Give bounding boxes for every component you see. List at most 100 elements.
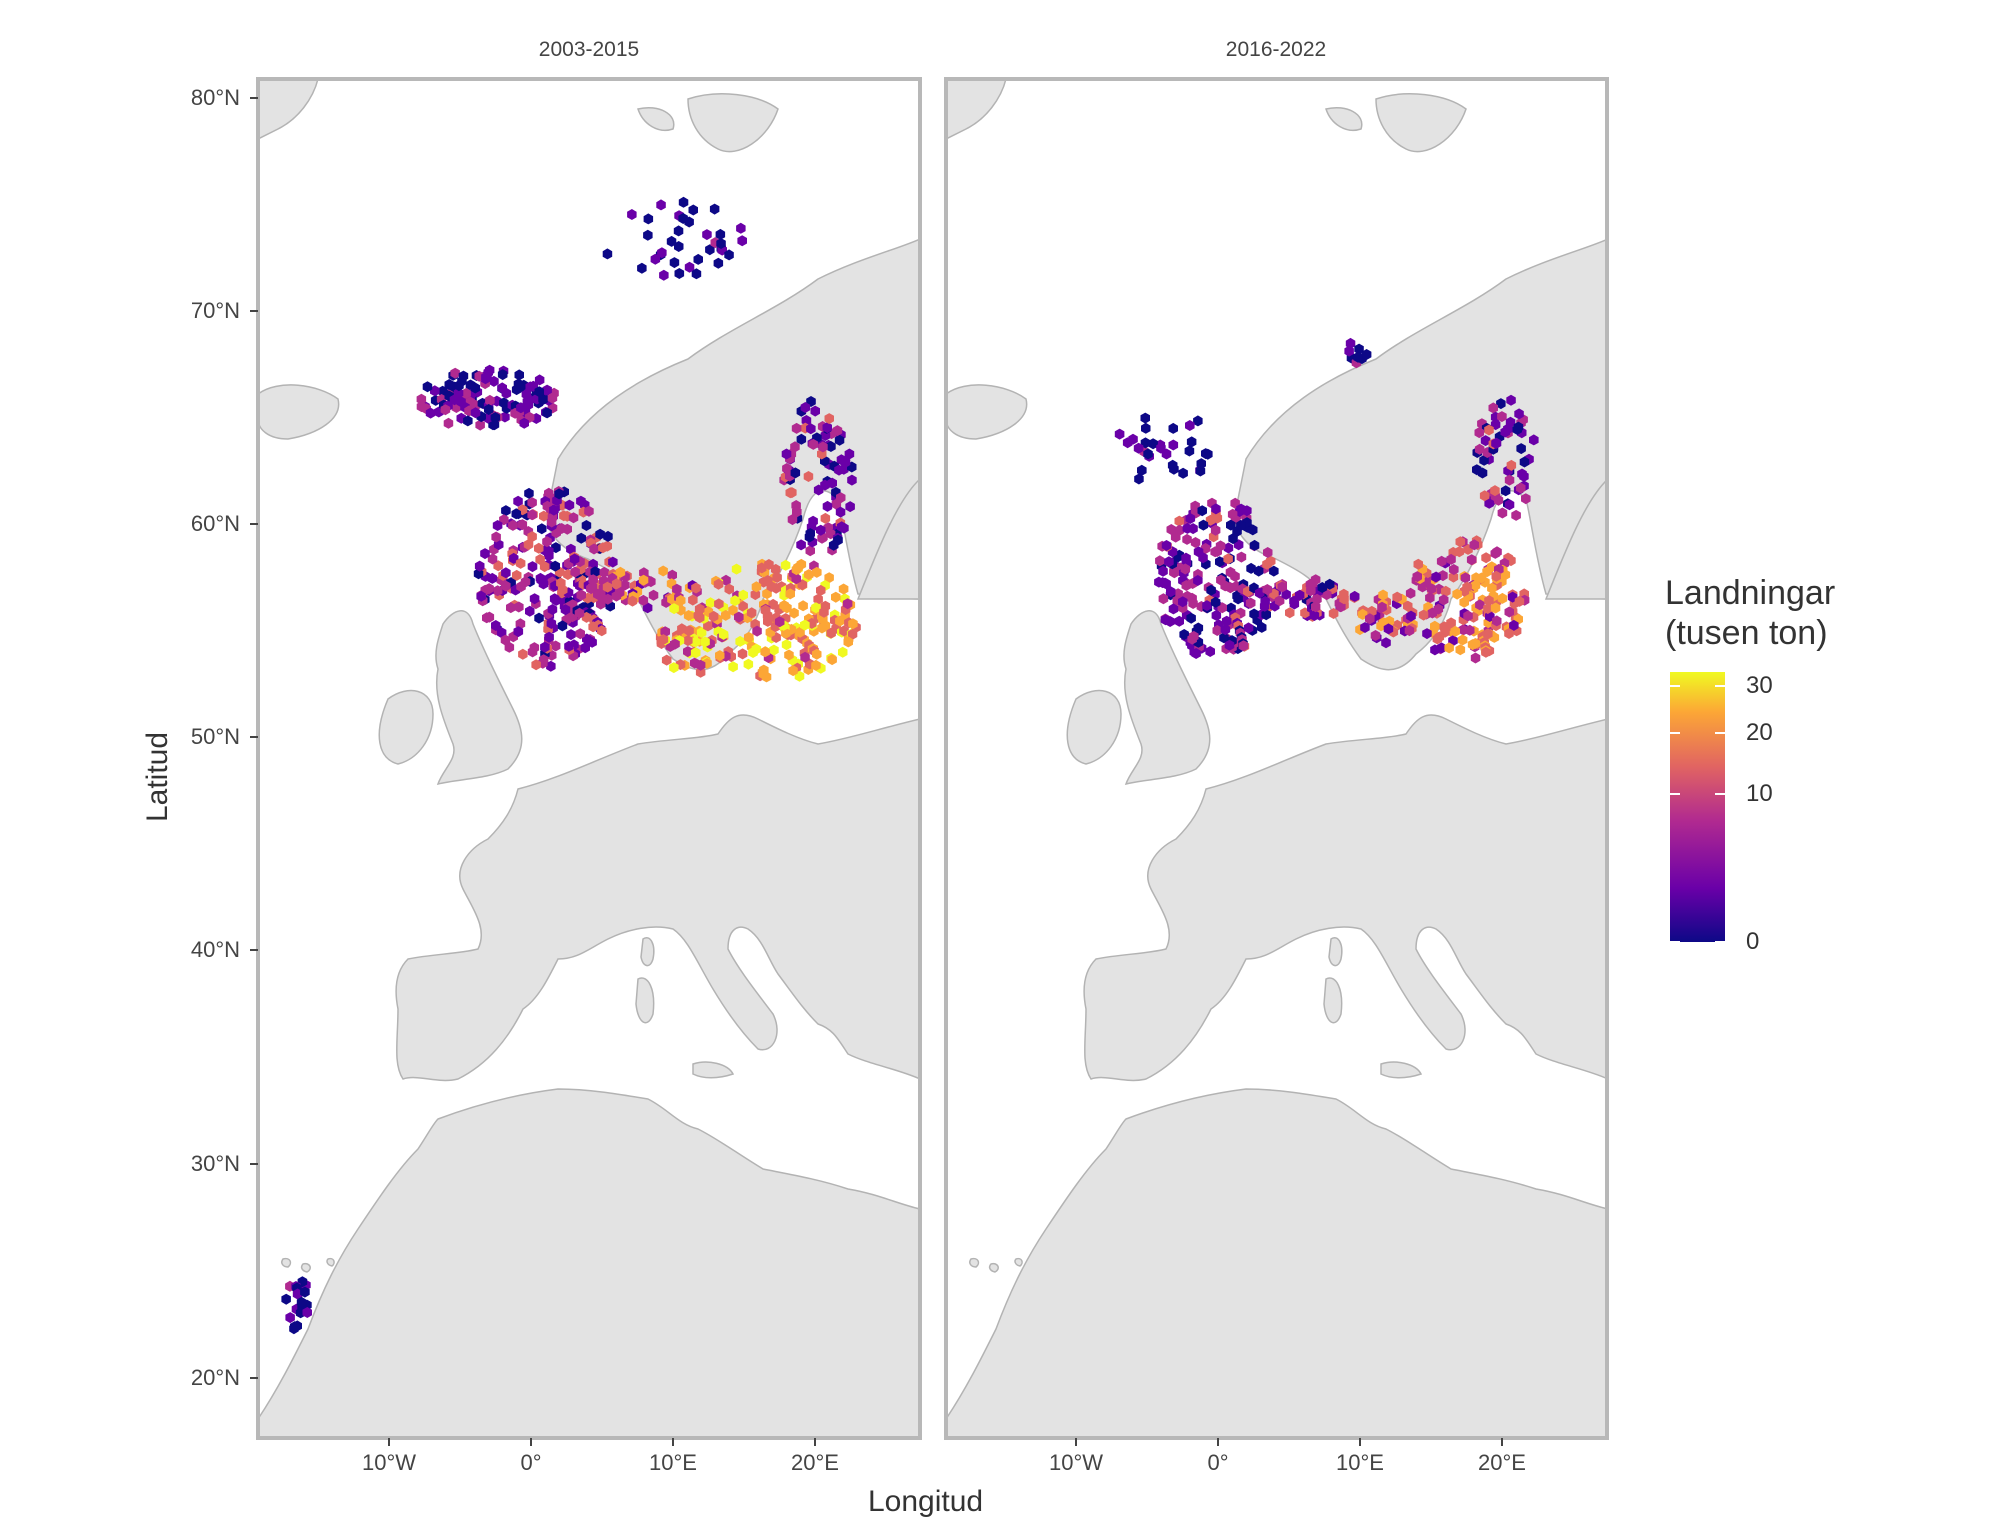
y-tick-label: 60°N xyxy=(190,511,240,536)
right-hex-cell xyxy=(1197,505,1207,517)
right-hex-cell xyxy=(1514,595,1525,607)
left-hex-cell xyxy=(800,651,810,663)
left-hex-cell xyxy=(563,569,573,580)
left-hex-cell xyxy=(683,610,694,621)
right-hex-cell xyxy=(1455,644,1466,656)
right-hex-cell xyxy=(1134,473,1144,485)
left-hex-cell xyxy=(637,262,647,274)
right-hex-cell xyxy=(1289,598,1300,610)
right-hex-cell xyxy=(1465,624,1475,636)
right-hex-cell xyxy=(1432,633,1443,645)
right-hex-cell xyxy=(1223,553,1233,565)
left-hex-cell xyxy=(669,257,680,269)
right-hex-cell xyxy=(1481,552,1491,564)
left-hex-cell xyxy=(808,438,819,450)
left-hex-cell xyxy=(513,626,524,638)
left-hex-cell xyxy=(281,1293,291,1305)
left-hex-cell xyxy=(643,213,654,225)
left-hex-cell xyxy=(550,640,561,652)
left-hex-cell xyxy=(453,387,464,399)
left-hex-cell xyxy=(714,598,724,610)
right-hex-cell xyxy=(1257,621,1267,633)
right-hex-cell xyxy=(1190,537,1201,548)
left-hex-cell xyxy=(831,591,841,603)
left-hex-cell xyxy=(718,628,729,640)
panel-right-frame xyxy=(944,77,1609,1440)
left-hex-cell xyxy=(443,417,454,429)
panel-right xyxy=(944,77,1609,1440)
left-hex-cell xyxy=(728,604,738,616)
right-hex-cell xyxy=(1181,552,1191,564)
x-tick-label: 0° xyxy=(520,1450,542,1475)
left-hex-cell xyxy=(556,523,567,534)
left-hex-cell xyxy=(693,253,703,265)
y-tick-label: 20°N xyxy=(190,1365,240,1390)
left-hex-cell xyxy=(813,593,823,605)
left-hex-cell xyxy=(817,622,827,634)
left-hex-cell xyxy=(599,566,609,578)
left-hex-cell xyxy=(422,381,433,393)
left-hex-cell xyxy=(813,484,824,496)
left-hex-cell xyxy=(804,531,815,543)
right-hex-cell xyxy=(1238,640,1249,652)
x-tick-label: 10°W xyxy=(1048,1450,1104,1475)
right-hex-cell xyxy=(1361,349,1372,360)
legend-title-line1: Landningar xyxy=(1665,574,1836,612)
right-hex-cell xyxy=(1470,652,1481,664)
left-hex-cell xyxy=(574,607,585,619)
left-hex-cell xyxy=(493,560,503,572)
left-hex-cell xyxy=(554,488,564,500)
left-hex-cell xyxy=(485,394,495,406)
right-hex-cell xyxy=(1246,562,1256,574)
left-hex-cell xyxy=(564,499,575,511)
right-hex-cell xyxy=(1219,632,1229,644)
hexbin-layer-right xyxy=(1114,337,1539,664)
left-hex-cell xyxy=(763,615,773,627)
legend-title-line2: (tusen ton) xyxy=(1665,614,1828,652)
left-hex-cell xyxy=(708,610,719,622)
right-hex-cell xyxy=(1169,567,1180,579)
right-hex-cell xyxy=(1497,592,1508,604)
right-hex-cell xyxy=(1193,575,1203,586)
right-hex-cell xyxy=(1479,490,1490,502)
right-hex-cell xyxy=(1492,615,1502,627)
left-hex-cell xyxy=(627,209,637,220)
left-hex-cell xyxy=(598,542,608,554)
right-hex-cell xyxy=(1328,608,1339,619)
left-hex-cell xyxy=(700,636,710,648)
legend-ticks xyxy=(1670,685,1725,943)
right-hex-cell xyxy=(1370,630,1381,641)
right-hex-cell xyxy=(1224,639,1235,651)
right-hex-cell xyxy=(1215,556,1225,568)
right-hex-cell xyxy=(1345,337,1356,349)
left-hex-cell xyxy=(527,561,538,573)
left-hex-cell xyxy=(501,387,512,399)
left-hex-cell xyxy=(550,560,560,572)
left-hex-cell xyxy=(537,523,547,535)
left-hex-cell xyxy=(648,589,659,601)
right-hex-cell xyxy=(1198,552,1208,564)
right-hex-cell xyxy=(1161,540,1172,551)
left-hex-cell xyxy=(296,1296,307,1308)
legend-colorbar xyxy=(1670,672,1725,942)
left-hex-cell xyxy=(476,590,486,602)
y-tick-label: 50°N xyxy=(190,724,240,749)
left-hex-cell xyxy=(674,268,685,279)
left-hex-cell xyxy=(819,606,829,618)
left-hex-cell xyxy=(666,235,677,247)
right-hex-cell xyxy=(1166,524,1176,535)
left-hex-cell xyxy=(769,644,779,656)
left-hex-cell xyxy=(808,515,818,527)
legend-label: 10 xyxy=(1746,780,1773,807)
left-hex-cell xyxy=(650,253,661,265)
left-hex-cell xyxy=(527,531,537,543)
left-hex-cell xyxy=(491,620,501,631)
left-hex-cell xyxy=(780,559,791,571)
right-hex-cell xyxy=(1174,515,1184,527)
left-hex-cell xyxy=(540,641,550,653)
right-hex-cell xyxy=(1210,596,1221,608)
right-hex-cell xyxy=(1406,610,1416,622)
right-hex-cell xyxy=(1504,499,1515,511)
left-hex-cell xyxy=(713,578,724,590)
